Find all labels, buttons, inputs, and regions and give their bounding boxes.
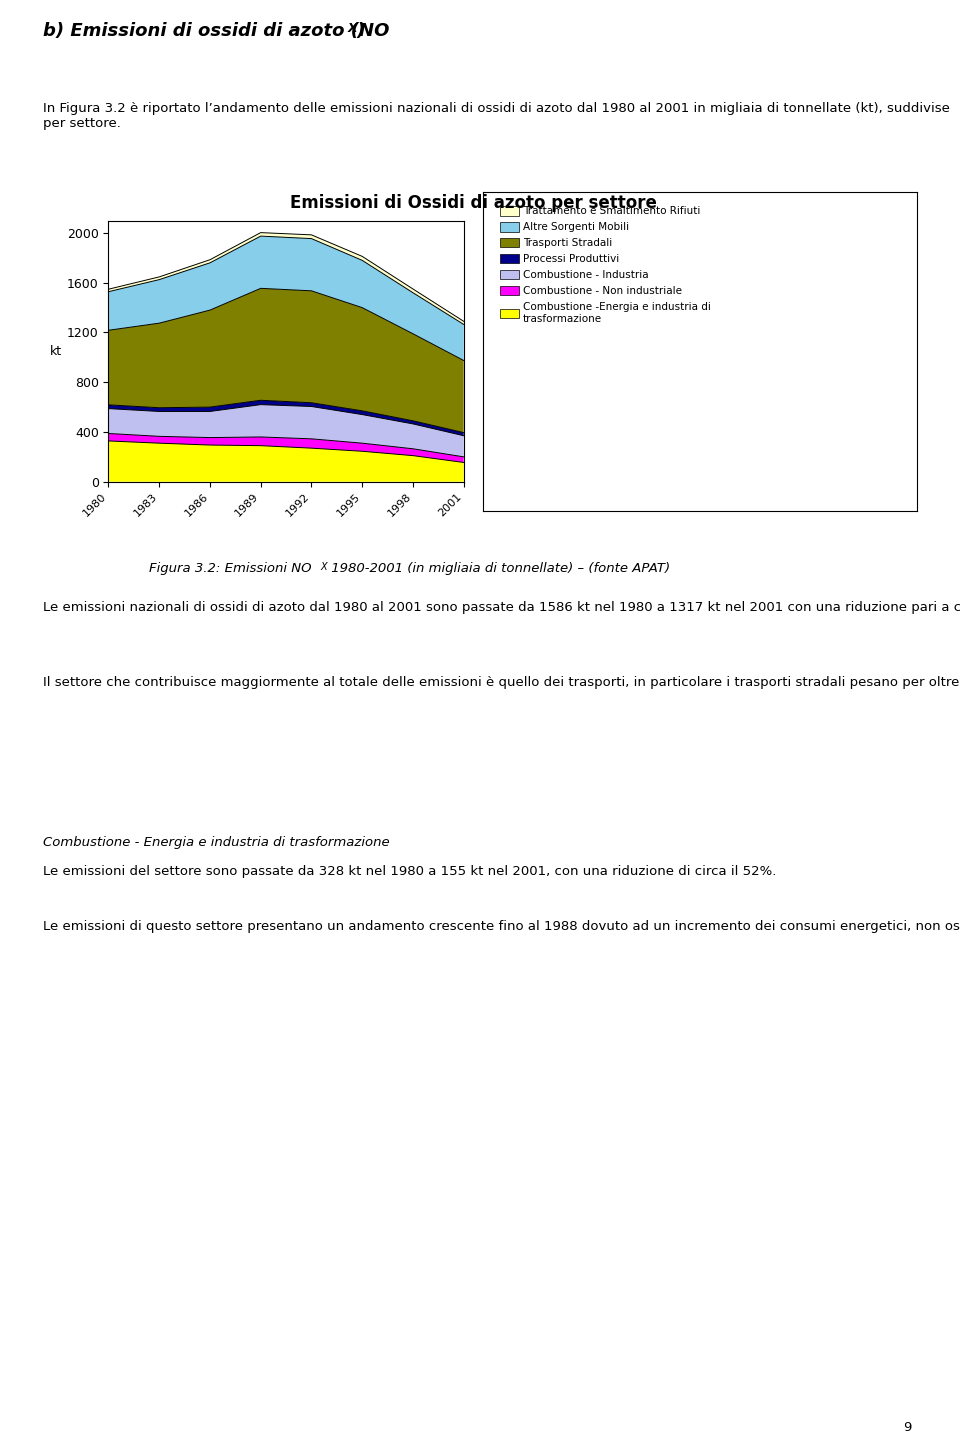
Text: 1980-2001 (in migliaia di tonnellate) – (fonte APAT): 1980-2001 (in migliaia di tonnellate) – … [326, 562, 670, 575]
Text: X: X [320, 562, 326, 572]
Legend: Trattamento e Smaltimento Rifiuti, Altre Sorgenti Mobili, Trasporti Stradali, Pr: Trattamento e Smaltimento Rifiuti, Altre… [496, 203, 714, 326]
Text: Le emissioni nazionali di ossidi di azoto dal 1980 al 2001 sono passate da 1586 : Le emissioni nazionali di ossidi di azot… [43, 601, 960, 614]
Text: Figura 3.2: Emissioni NO: Figura 3.2: Emissioni NO [149, 562, 312, 575]
Text: ): ) [357, 22, 365, 39]
Text: Le emissioni di questo settore presentano un andamento crescente fino al 1988 do: Le emissioni di questo settore presentan… [43, 920, 960, 933]
Text: Le emissioni del settore sono passate da 328 kt nel 1980 a 155 kt nel 2001, con : Le emissioni del settore sono passate da… [43, 865, 777, 878]
Text: Combustione - Energia e industria di trasformazione: Combustione - Energia e industria di tra… [43, 836, 390, 849]
Text: In Figura 3.2 è riportato l’andamento delle emissioni nazionali di ossidi di azo: In Figura 3.2 è riportato l’andamento de… [43, 102, 950, 129]
Text: Il settore che contribuisce maggiormente al totale delle emissioni è quello dei : Il settore che contribuisce maggiormente… [43, 676, 960, 689]
Text: X: X [348, 22, 357, 35]
Text: Emissioni di Ossidi di azoto per settore: Emissioni di Ossidi di azoto per settore [291, 194, 658, 212]
Text: b) Emissioni di ossidi di azoto (NO: b) Emissioni di ossidi di azoto (NO [43, 22, 390, 39]
Y-axis label: kt: kt [50, 345, 61, 357]
Text: 9: 9 [903, 1421, 912, 1434]
